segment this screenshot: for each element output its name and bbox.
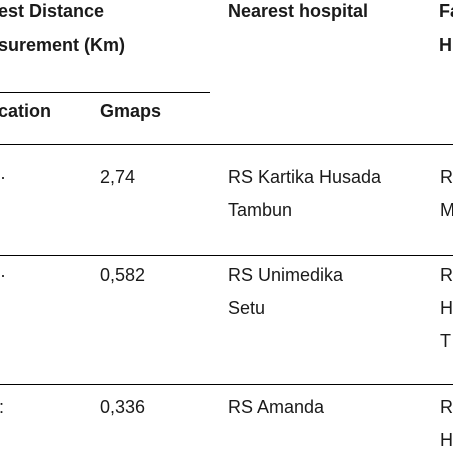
row2-hospital-line2: Setu	[228, 298, 266, 318]
header-col4-line2: H	[439, 35, 452, 55]
header-distance-line2: surement (Km)	[0, 35, 126, 55]
row1-bottom-rule	[0, 255, 453, 256]
row1-hospital-line2: Tambun	[228, 200, 293, 220]
row1-col4-line2: M	[440, 200, 453, 220]
row2-col4-line2: H	[440, 298, 453, 318]
header-distance-line1: est Distance	[0, 1, 105, 21]
row3-gmaps: 0,336	[100, 397, 146, 417]
row1-col4-line1: R	[440, 167, 453, 187]
header-bottom-rule	[0, 144, 453, 145]
row3-hospital-line1: RS Amanda	[228, 397, 325, 417]
row2-col4-line1: R	[440, 265, 453, 285]
row1-hospital-line1: RS Kartika Husada	[228, 167, 382, 187]
subheader-rule	[0, 92, 210, 93]
row1-col0: ·	[0, 167, 6, 187]
row3-col4-line2: H	[440, 430, 453, 450]
row2-col0: ·	[0, 265, 6, 285]
row2-col4-line3: T	[440, 331, 451, 351]
row1-gmaps: 2,74	[100, 167, 136, 187]
row2-gmaps: 0,582	[100, 265, 146, 285]
row3-col4-line1: R	[440, 397, 453, 417]
header-col4-line1: Fa	[439, 1, 453, 21]
row2-hospital-line1: RS Unimedika	[228, 265, 344, 285]
header-location: cation	[0, 101, 52, 121]
row3-col0: :	[0, 396, 4, 418]
row2-bottom-rule	[0, 384, 453, 385]
header-nearest-hospital: Nearest hospital	[228, 1, 369, 21]
header-gmaps: Gmaps	[100, 101, 162, 121]
